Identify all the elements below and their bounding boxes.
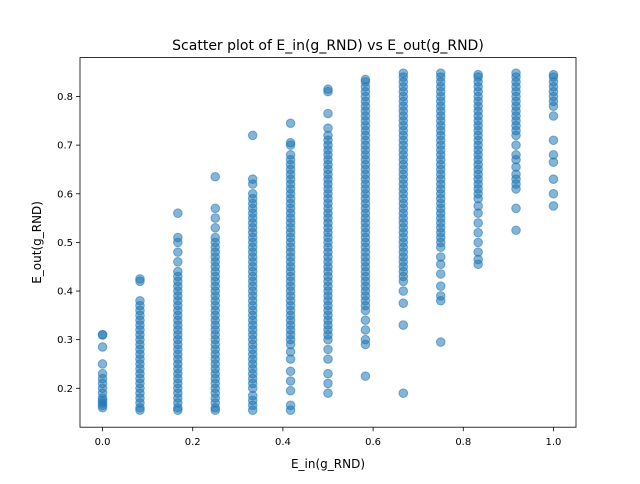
x-axis-ticks: 0.0 0.2 0.4 0.6 0.8 1.0: [95, 427, 562, 448]
data-point: [210, 232, 221, 243]
x-axis-label: E_in(g_RND): [291, 457, 365, 471]
data-point: [398, 298, 409, 308]
data-point: [210, 213, 221, 223]
data-point: [398, 68, 409, 78]
data-point: [285, 118, 296, 129]
data-point: [548, 188, 559, 199]
data-point: [173, 232, 183, 243]
data-point: [97, 342, 108, 352]
data-point: [135, 274, 145, 284]
data-point: [173, 257, 183, 267]
data-point: [247, 174, 258, 184]
data-point: [398, 388, 409, 398]
plot-area-frame: [79, 57, 577, 428]
data-point: [173, 208, 183, 219]
y-axis-ticks: 0.2 0.3 0.4 0.5 0.6 0.7 0.8: [57, 92, 80, 395]
y-tick-label: 0.5: [57, 238, 73, 249]
x-tick-label: 0.6: [365, 437, 381, 448]
data-point: [323, 344, 333, 355]
data-point: [360, 74, 371, 85]
data-point: [435, 269, 446, 279]
data-point: [173, 247, 183, 257]
data-point: [548, 69, 559, 80]
data-point: [285, 150, 296, 160]
data-point: [323, 354, 333, 364]
data-point: [435, 337, 446, 347]
data-point: [435, 291, 446, 301]
y-tick-label: 0.6: [57, 189, 73, 200]
data-point: [511, 225, 521, 236]
data-point: [435, 281, 446, 291]
data-point: [548, 174, 559, 184]
data-point: [247, 188, 258, 199]
data-point: [398, 286, 409, 296]
x-tick-label: 0.8: [455, 437, 471, 448]
data-point: [548, 150, 559, 160]
y-tick-label: 0.8: [57, 92, 73, 103]
data-point: [97, 368, 108, 379]
chart-title: Scatter plot of E_in(g_RND) vs E_out(g_R…: [172, 38, 484, 54]
data-point: [285, 400, 296, 411]
data-point: [511, 68, 521, 78]
data-point: [210, 223, 221, 233]
data-point: [97, 359, 108, 369]
y-tick-label: 0.3: [57, 335, 73, 346]
data-point: [323, 388, 333, 398]
y-tick-label: 0.4: [57, 287, 73, 298]
data-point: [473, 218, 483, 228]
data-point: [548, 111, 559, 121]
data-point: [323, 84, 333, 95]
data-point: [97, 330, 108, 340]
data-point: [285, 137, 296, 148]
y-axis-label: E_out(g_RND): [30, 201, 44, 284]
y-tick-label: 0.2: [57, 384, 73, 395]
data-point: [210, 203, 221, 214]
data-point: [548, 135, 559, 146]
x-tick-label: 1.0: [546, 437, 562, 448]
data-point: [285, 366, 296, 377]
data-point: [360, 325, 371, 335]
data-point: [135, 295, 145, 306]
data-point: [210, 171, 221, 182]
data-point: [548, 201, 559, 211]
x-tick-label: 0.0: [95, 437, 111, 448]
data-point: [435, 68, 446, 78]
data-point: [285, 376, 296, 386]
data-point: [398, 320, 409, 330]
data-point: [323, 368, 333, 379]
data-point: [473, 69, 483, 80]
data-point: [285, 385, 296, 396]
data-point: [360, 371, 371, 381]
data-point: [360, 334, 371, 345]
data-point: [473, 227, 483, 238]
data-point: [473, 237, 483, 248]
points-layer: [97, 68, 559, 415]
data-point: [247, 130, 258, 141]
data-point: [511, 150, 521, 160]
data-point: [323, 108, 333, 119]
data-point: [173, 266, 183, 277]
x-tick-label: 0.4: [275, 437, 291, 448]
y-tick-label: 0.7: [57, 141, 73, 152]
data-point: [435, 252, 446, 262]
data-point: [511, 140, 521, 150]
data-point: [511, 203, 521, 214]
data-point: [360, 315, 371, 326]
x-tick-label: 0.2: [185, 437, 201, 448]
data-point: [473, 247, 483, 257]
data-point: [323, 123, 333, 133]
data-point: [323, 378, 333, 389]
